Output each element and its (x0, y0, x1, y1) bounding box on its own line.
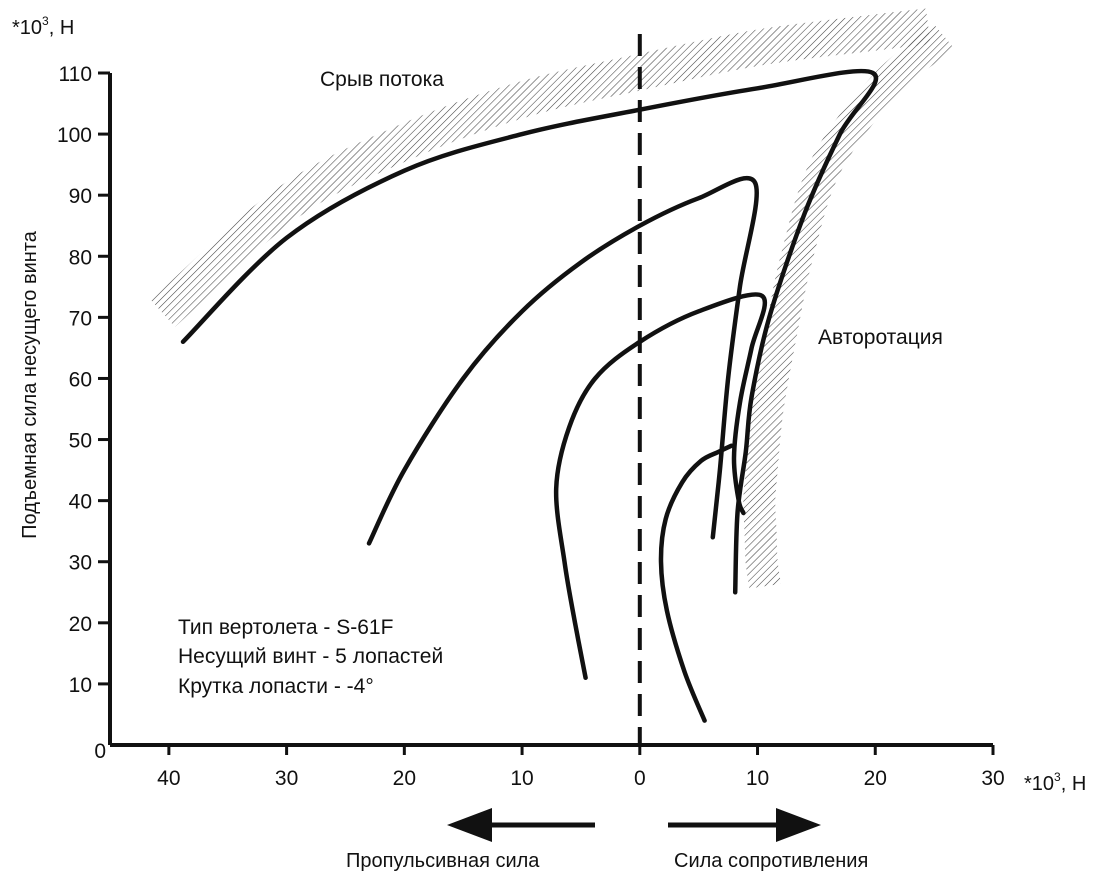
right-arrow (668, 808, 821, 842)
info-line-3: Крутка лопасти - -4° (178, 675, 374, 698)
y-tick-label: 90 (69, 185, 92, 208)
info-line-1: Тип вертолета - S-61F (178, 616, 393, 639)
curve-1 (180, 68, 879, 595)
y-tick-label: 60 (69, 368, 92, 391)
stall-boundary-hatch (150, 8, 931, 327)
y-tick-label: 80 (69, 246, 92, 269)
curve-3 (553, 292, 768, 681)
y-tick-label: 100 (57, 124, 92, 147)
boundary-hatch-layer (150, 8, 955, 589)
y-tick-label: 10 (69, 674, 92, 697)
y-tick-label: 40 (69, 491, 92, 514)
x-tick-label: 30 (275, 767, 298, 790)
curves (180, 68, 879, 723)
x-tick-label: 30 (981, 767, 1004, 790)
y-tick-label: 110 (59, 63, 92, 86)
x-tick-label: 40 (157, 767, 180, 790)
y-axis-title: Подъемная сила несущего винта (19, 230, 41, 539)
x-tick-label: 20 (393, 767, 416, 790)
y-unit-label: *103, H (12, 14, 74, 39)
y-tick-label: 0 (94, 740, 106, 763)
x-axis-title-left: Пропульсивная сила (346, 850, 540, 872)
curve-2 (366, 175, 759, 546)
info-line-2: Несущий винт - 5 лопастей (178, 645, 443, 668)
autorotation-label: Авторотация (818, 326, 943, 349)
x-tick-label: 20 (864, 767, 887, 790)
autorotation-boundary-hatch (743, 23, 955, 589)
x-unit-label: *103, H (1024, 770, 1086, 795)
x-tick-label: 0 (634, 767, 646, 790)
curve-4 (658, 443, 734, 723)
x-axis-title-right: Сила сопротивления (674, 850, 868, 872)
stall-label: Срыв потока (320, 68, 444, 91)
x-tick-label: 10 (510, 767, 533, 790)
x-tick-label: 10 (746, 767, 769, 790)
y-tick-label: 30 (69, 552, 92, 575)
left-arrow (447, 808, 595, 842)
y-tick-label: 20 (69, 613, 92, 636)
y-tick-label: 70 (69, 307, 92, 330)
y-tick-label: 50 (69, 430, 92, 453)
axes (108, 34, 993, 747)
